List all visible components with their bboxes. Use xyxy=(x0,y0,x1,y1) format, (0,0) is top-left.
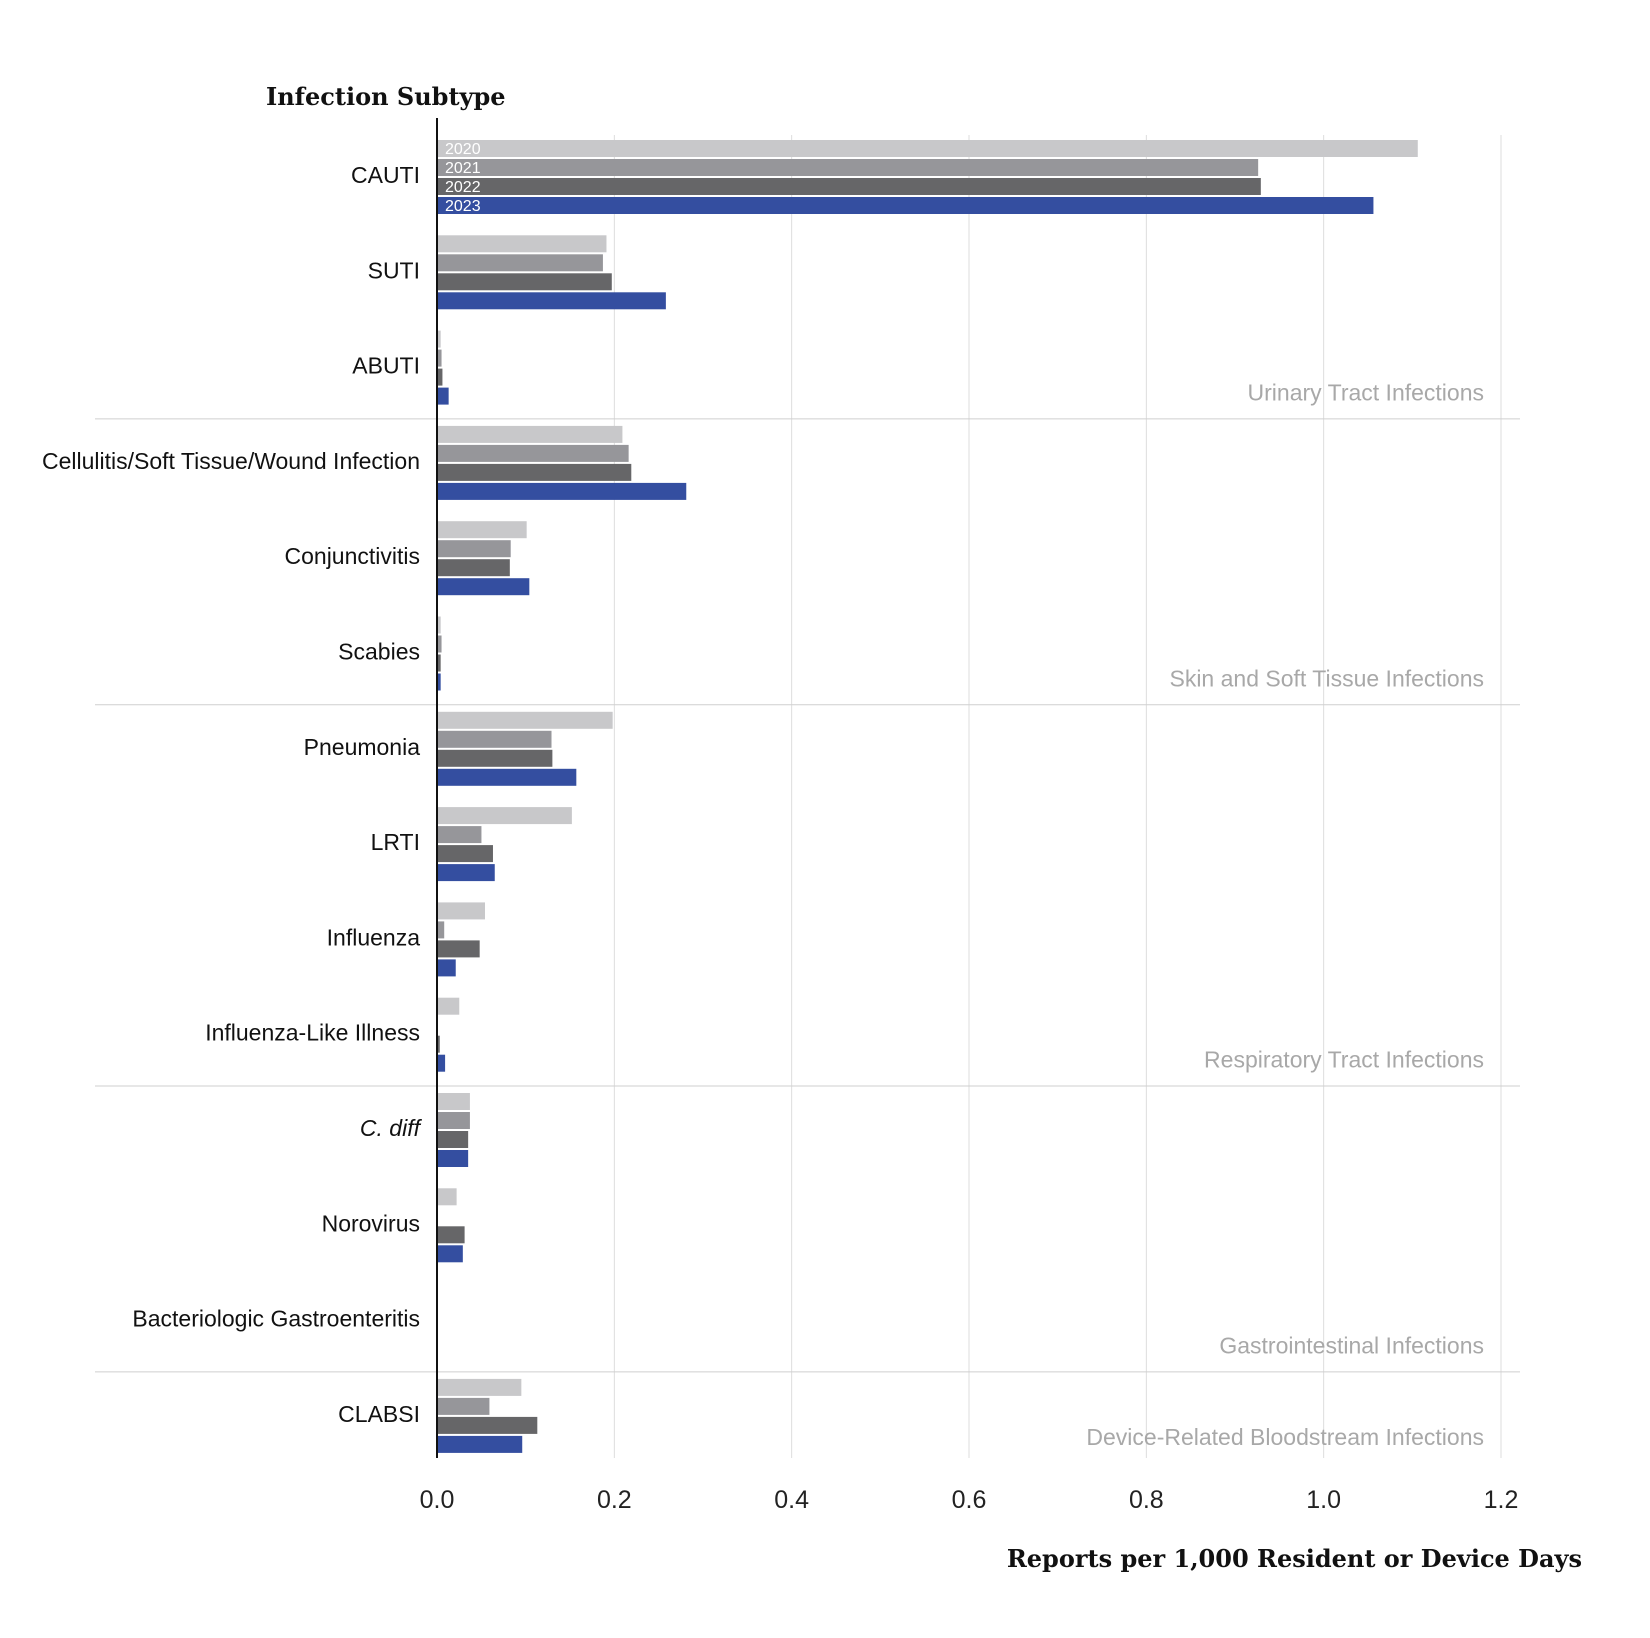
category-label: Bacteriologic Gastroenteritis xyxy=(132,1306,420,1332)
bar-2022 xyxy=(438,463,632,481)
category-label: Scabies xyxy=(338,639,420,665)
bar-2021 xyxy=(438,349,442,367)
bar-2021 xyxy=(438,730,552,748)
category-label: ABUTI xyxy=(352,353,420,379)
category-label: Norovirus xyxy=(322,1210,420,1236)
bar-2022 xyxy=(438,1035,440,1053)
x-tick-labels: 0.0 0.2 0.4 0.6 0.8 1.0 1.2 xyxy=(420,1486,1519,1514)
bar-2022 xyxy=(438,940,480,958)
bar-2020 xyxy=(438,902,485,920)
gridlines xyxy=(613,135,1502,1458)
bar-2022 xyxy=(438,845,493,863)
bar-2022 xyxy=(438,273,612,291)
bar-2021 xyxy=(438,1397,490,1415)
bar-2022 xyxy=(438,749,553,767)
bar-2023 xyxy=(438,292,666,310)
category-label: LRTI xyxy=(371,829,420,855)
bar-2022 xyxy=(438,1226,465,1244)
x-axis-title: Reports per 1,000 Resident or Device Day… xyxy=(1007,1544,1582,1573)
bar-2020 xyxy=(438,330,441,348)
category-label: CAUTI xyxy=(351,162,420,188)
group-label: Urinary Tract Infections xyxy=(1248,380,1484,406)
bar-2022 xyxy=(438,178,1261,195)
category-label: Cellulitis/Soft Tissue/Wound Infection xyxy=(42,448,420,474)
bar-2020 xyxy=(438,140,1418,157)
x-tick-label: 0.2 xyxy=(597,1486,632,1514)
bar-2020 xyxy=(438,997,460,1015)
bar-2021 xyxy=(438,1112,470,1129)
group-label: Skin and Soft Tissue Infections xyxy=(1169,666,1484,692)
bar-2023 xyxy=(438,197,1374,214)
bar-2020 xyxy=(438,616,441,634)
bar-2021 xyxy=(438,826,482,844)
x-tick-label: 0.0 xyxy=(420,1486,455,1514)
bar-2022 xyxy=(438,559,510,577)
series-label: 2022 xyxy=(445,179,481,196)
bar-2023 xyxy=(438,864,495,882)
bar-2021 xyxy=(438,540,511,558)
bar-2020 xyxy=(438,425,623,443)
bar-2022 xyxy=(438,654,441,672)
bar-2023 xyxy=(438,1054,446,1072)
bar-2021 xyxy=(438,921,445,939)
category-label: Influenza-Like Illness xyxy=(205,1020,420,1046)
bar-2023 xyxy=(438,959,456,977)
x-tick-label: 0.6 xyxy=(952,1486,987,1514)
bar-2022 xyxy=(438,1131,469,1148)
x-tick-label: 0.8 xyxy=(1129,1486,1164,1514)
bar-2023 xyxy=(438,673,441,691)
bars: 2020 2021 2022 2023 xyxy=(438,140,1418,1453)
x-tick-label: 0.4 xyxy=(774,1486,809,1514)
bar-2023 xyxy=(438,578,530,596)
group-label: Respiratory Tract Infections xyxy=(1204,1047,1484,1073)
bar-2020 xyxy=(438,1188,457,1206)
group-label: Gastrointestinal Infections xyxy=(1219,1333,1484,1359)
y-axis-title: Infection Subtype xyxy=(266,82,506,111)
bar-2020 xyxy=(438,521,527,539)
category-label: Pneumonia xyxy=(304,734,421,760)
bar-2023 xyxy=(438,1245,463,1263)
category-label: Conjunctivitis xyxy=(285,543,421,569)
bar-2022 xyxy=(438,1416,538,1434)
bar-2020 xyxy=(438,711,613,729)
category-labels: CAUTI SUTI ABUTI Cellulitis/Soft Tissue/Wou… xyxy=(42,162,423,1427)
series-label: 2020 xyxy=(445,141,481,158)
group-label: Device-Related Bloodstream Infections xyxy=(1086,1424,1484,1450)
bar-2022 xyxy=(438,368,443,386)
bar-2020 xyxy=(438,1093,470,1110)
group-labels: Urinary Tract Infections Skin and Soft Ti… xyxy=(1086,380,1484,1450)
category-label: Influenza xyxy=(327,924,421,950)
bar-2023 xyxy=(438,1150,469,1167)
bar-2021 xyxy=(438,635,442,653)
series-label: 2021 xyxy=(445,160,481,177)
bar-2023 xyxy=(438,1435,523,1453)
bar-2021 xyxy=(438,254,603,272)
bar-2020 xyxy=(438,1378,522,1396)
bar-2020 xyxy=(438,235,607,253)
bar-2020 xyxy=(438,807,572,825)
group-separators xyxy=(95,418,1520,1373)
category-label: SUTI xyxy=(368,257,420,283)
series-label: 2023 xyxy=(445,198,481,215)
bar-2023 xyxy=(438,768,577,786)
bar-2021 xyxy=(438,444,629,462)
x-tick-label: 1.2 xyxy=(1484,1486,1519,1514)
category-label: CLABSI xyxy=(338,1401,420,1427)
category-label: C. diff xyxy=(360,1115,423,1141)
bar-2023 xyxy=(438,482,687,500)
x-tick-label: 1.0 xyxy=(1306,1486,1341,1514)
bar-2021 xyxy=(438,159,1259,176)
bar-2023 xyxy=(438,387,449,405)
